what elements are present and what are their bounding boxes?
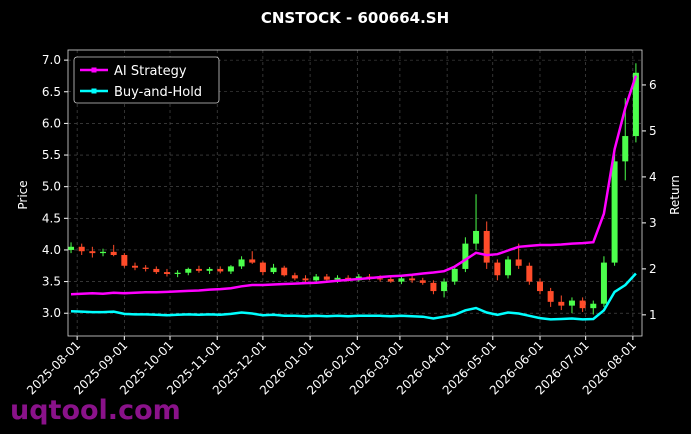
candle-body	[441, 281, 448, 292]
return-line	[70, 272, 637, 321]
candle-body	[259, 262, 266, 273]
candle-body	[163, 272, 170, 274]
candle-body	[611, 161, 618, 263]
legend-label: AI Strategy	[114, 64, 187, 79]
candle-body	[185, 268, 192, 273]
candle-body	[419, 280, 426, 283]
candle-body	[89, 251, 96, 254]
candle-body	[121, 255, 128, 266]
legend-box	[73, 56, 220, 104]
candle-body	[409, 278, 416, 281]
candle-body	[387, 279, 394, 282]
legend: AI Strategy Buy-and-Hold	[73, 56, 220, 104]
candle-body	[483, 230, 490, 263]
y-tick-label: 4.0	[42, 243, 61, 257]
candle-body	[515, 259, 522, 266]
y-tick-label: 5.5	[42, 148, 61, 162]
candle-body	[206, 268, 213, 271]
y-tick-label: 5.0	[42, 180, 61, 194]
candle-body	[110, 251, 117, 256]
watermark: uqtool.com	[10, 395, 181, 426]
y-tick-label: 3.5	[42, 275, 61, 289]
candle-body	[291, 275, 298, 279]
y2-tick-label: 3	[649, 216, 657, 230]
candle-body	[174, 272, 181, 274]
candle-body	[238, 259, 245, 267]
legend-label: Buy-and-Hold	[114, 85, 202, 100]
candle-body	[313, 276, 320, 281]
candle-body	[78, 246, 85, 252]
candle-body	[430, 282, 437, 292]
candle-body	[142, 267, 149, 269]
y-tick-label: 7.0	[42, 53, 61, 67]
candle-body	[281, 267, 288, 276]
candle-body	[249, 259, 256, 263]
candle-body	[270, 267, 277, 273]
legend-marker	[91, 67, 97, 73]
y2-tick-label: 6	[649, 78, 657, 92]
candle-body	[622, 136, 629, 162]
y2-tick-label: 1	[649, 308, 657, 322]
candle-body	[377, 278, 384, 280]
y-tick-label: 3.0	[42, 306, 61, 320]
y2-tick-label: 4	[649, 170, 657, 184]
y-axis-label: Price	[16, 180, 30, 209]
y-tick-label: 6.5	[42, 85, 61, 99]
candle-body	[153, 268, 160, 273]
candle-body	[558, 301, 565, 306]
legend-marker	[91, 88, 97, 94]
plot-frame	[67, 49, 643, 337]
y-tick-label: 4.5	[42, 211, 61, 225]
candle-body	[600, 262, 607, 304]
candle-body	[398, 278, 405, 282]
y2-tick-label: 5	[649, 124, 657, 138]
chart-title: CNSTOCK - 600664.SH	[261, 9, 449, 27]
candle-body	[323, 276, 330, 280]
y2-axis-label: Return	[668, 175, 682, 215]
return-line	[70, 75, 638, 296]
candle-body	[217, 268, 224, 272]
candle-body	[100, 251, 107, 254]
candle-body	[462, 243, 469, 269]
candle-body	[494, 262, 501, 276]
candle-body	[526, 265, 533, 282]
candle-body	[568, 300, 575, 306]
candle-body	[590, 303, 597, 309]
candle-body	[547, 291, 554, 302]
candle-body	[632, 72, 639, 137]
candle-body	[131, 265, 138, 268]
candle-body	[302, 278, 309, 281]
y2-tick-label: 2	[649, 262, 657, 276]
candle-body	[579, 300, 586, 309]
candle-body	[227, 266, 234, 272]
candle-body	[68, 246, 75, 250]
candle-body	[505, 259, 512, 276]
candle-body	[334, 277, 341, 280]
candle-body	[451, 268, 458, 282]
candle-body	[473, 230, 480, 244]
candle-body	[536, 281, 543, 292]
y-tick-label: 6.0	[42, 116, 61, 130]
candle-body	[195, 268, 202, 271]
